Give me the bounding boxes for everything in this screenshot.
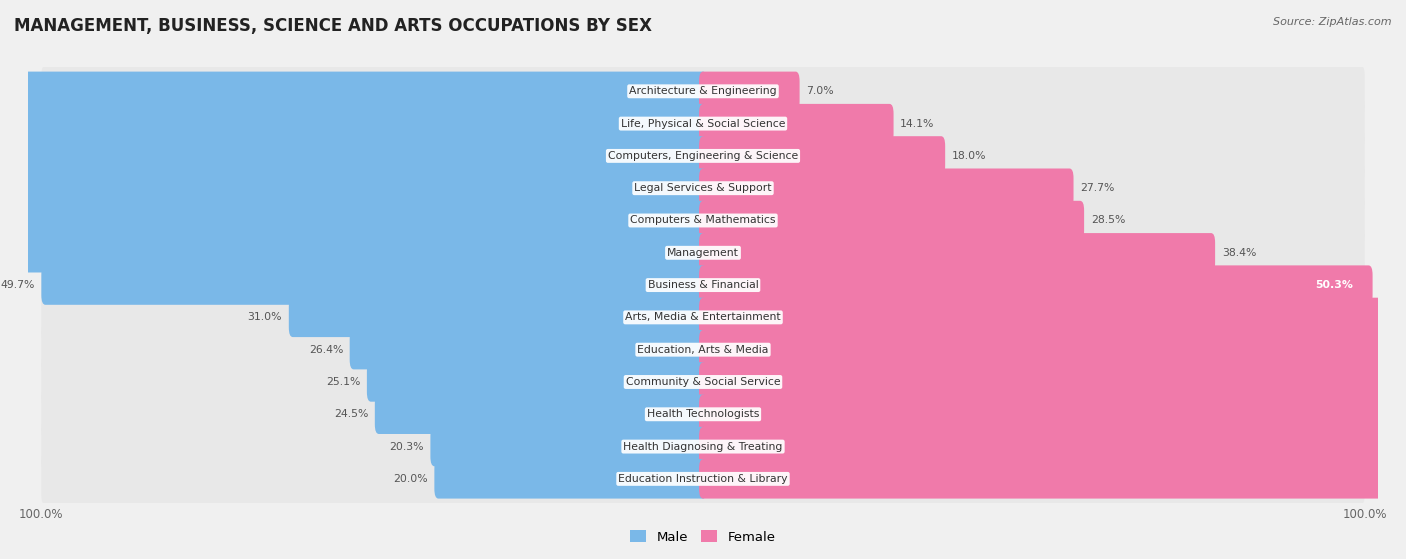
- Text: 14.1%: 14.1%: [900, 119, 935, 129]
- Text: Health Diagnosing & Treating: Health Diagnosing & Treating: [623, 442, 783, 452]
- FancyBboxPatch shape: [41, 453, 1365, 505]
- FancyBboxPatch shape: [41, 324, 1365, 376]
- Text: Health Technologists: Health Technologists: [647, 409, 759, 419]
- Text: 28.5%: 28.5%: [1091, 215, 1125, 225]
- Text: 20.0%: 20.0%: [394, 474, 427, 484]
- Text: Education, Arts & Media: Education, Arts & Media: [637, 345, 769, 355]
- FancyBboxPatch shape: [699, 395, 1406, 434]
- Text: Legal Services & Support: Legal Services & Support: [634, 183, 772, 193]
- FancyBboxPatch shape: [288, 298, 707, 337]
- FancyBboxPatch shape: [699, 168, 1074, 208]
- FancyBboxPatch shape: [699, 136, 945, 176]
- Text: 7.0%: 7.0%: [806, 86, 834, 96]
- FancyBboxPatch shape: [699, 266, 1372, 305]
- FancyBboxPatch shape: [699, 201, 1084, 240]
- Text: 38.4%: 38.4%: [1222, 248, 1256, 258]
- Text: MANAGEMENT, BUSINESS, SCIENCE AND ARTS OCCUPATIONS BY SEX: MANAGEMENT, BUSINESS, SCIENCE AND ARTS O…: [14, 17, 652, 35]
- FancyBboxPatch shape: [434, 459, 707, 499]
- Text: 25.1%: 25.1%: [326, 377, 360, 387]
- Text: Computers, Engineering & Science: Computers, Engineering & Science: [607, 151, 799, 161]
- FancyBboxPatch shape: [0, 201, 707, 240]
- Text: Business & Financial: Business & Financial: [648, 280, 758, 290]
- FancyBboxPatch shape: [0, 104, 707, 143]
- Text: 20.3%: 20.3%: [389, 442, 423, 452]
- FancyBboxPatch shape: [41, 356, 1365, 408]
- FancyBboxPatch shape: [350, 330, 707, 369]
- FancyBboxPatch shape: [41, 162, 1365, 214]
- Text: Management: Management: [666, 248, 740, 258]
- Legend: Male, Female: Male, Female: [626, 525, 780, 549]
- Text: Source: ZipAtlas.com: Source: ZipAtlas.com: [1274, 17, 1392, 27]
- FancyBboxPatch shape: [699, 427, 1406, 466]
- Text: 27.7%: 27.7%: [1080, 183, 1115, 193]
- Text: Architecture & Engineering: Architecture & Engineering: [630, 86, 776, 96]
- Text: Computers & Mathematics: Computers & Mathematics: [630, 215, 776, 225]
- Text: 50.3%: 50.3%: [1315, 280, 1353, 290]
- Text: 24.5%: 24.5%: [333, 409, 368, 419]
- FancyBboxPatch shape: [0, 72, 707, 111]
- FancyBboxPatch shape: [41, 195, 1365, 247]
- Text: Community & Social Service: Community & Social Service: [626, 377, 780, 387]
- FancyBboxPatch shape: [699, 362, 1406, 402]
- FancyBboxPatch shape: [41, 292, 1365, 343]
- FancyBboxPatch shape: [430, 427, 707, 466]
- Text: 49.7%: 49.7%: [0, 280, 35, 290]
- FancyBboxPatch shape: [41, 98, 1365, 149]
- FancyBboxPatch shape: [41, 227, 1365, 278]
- FancyBboxPatch shape: [41, 389, 1365, 440]
- Text: Life, Physical & Social Science: Life, Physical & Social Science: [621, 119, 785, 129]
- FancyBboxPatch shape: [699, 233, 1215, 272]
- FancyBboxPatch shape: [41, 259, 1365, 311]
- FancyBboxPatch shape: [0, 136, 707, 176]
- FancyBboxPatch shape: [41, 65, 1365, 117]
- FancyBboxPatch shape: [41, 266, 707, 305]
- Text: Arts, Media & Entertainment: Arts, Media & Entertainment: [626, 312, 780, 323]
- Text: 18.0%: 18.0%: [952, 151, 986, 161]
- FancyBboxPatch shape: [41, 421, 1365, 472]
- FancyBboxPatch shape: [699, 459, 1406, 499]
- Text: 31.0%: 31.0%: [247, 312, 283, 323]
- Text: Education Instruction & Library: Education Instruction & Library: [619, 474, 787, 484]
- Text: 26.4%: 26.4%: [309, 345, 343, 355]
- FancyBboxPatch shape: [0, 233, 707, 272]
- FancyBboxPatch shape: [0, 168, 707, 208]
- FancyBboxPatch shape: [699, 72, 800, 111]
- FancyBboxPatch shape: [375, 395, 707, 434]
- FancyBboxPatch shape: [699, 298, 1406, 337]
- FancyBboxPatch shape: [699, 104, 894, 143]
- FancyBboxPatch shape: [367, 362, 707, 402]
- FancyBboxPatch shape: [699, 330, 1406, 369]
- FancyBboxPatch shape: [41, 130, 1365, 182]
